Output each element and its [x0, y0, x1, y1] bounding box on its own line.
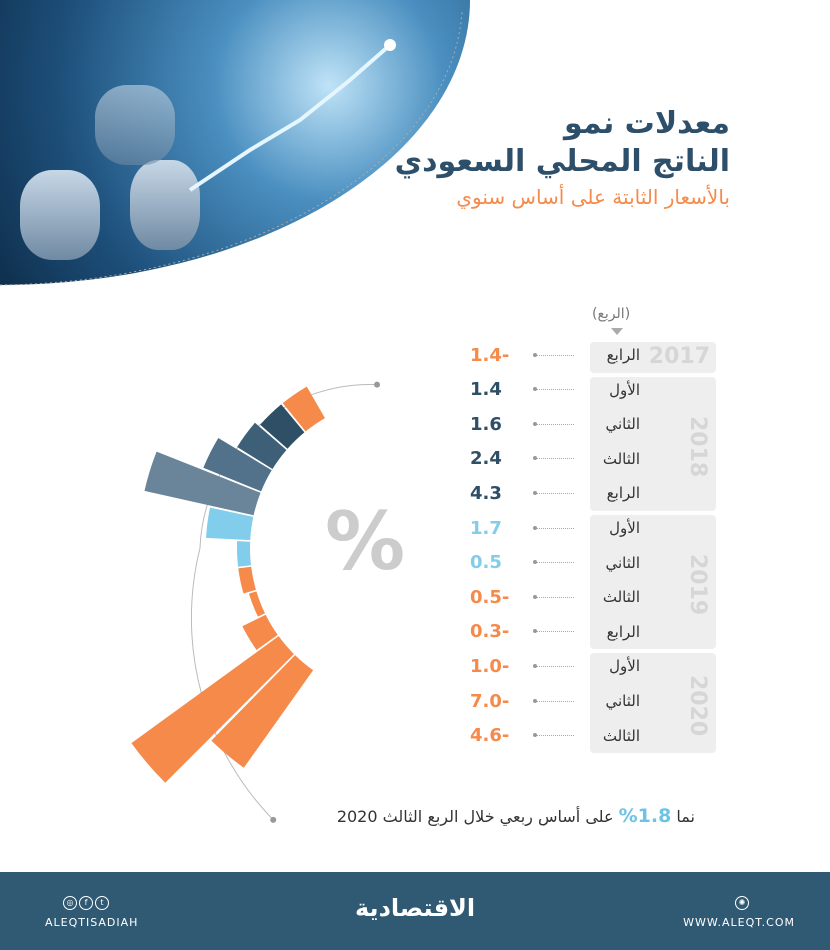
down-arrow-icon [611, 328, 623, 335]
page-title: معدلات نمو الناتج المحلي السعودي [394, 106, 730, 179]
leader-line [533, 490, 574, 495]
leader-line [533, 421, 574, 426]
bar-2019-q9 [248, 591, 265, 617]
bar-2019-q7 [236, 541, 251, 567]
year-group-2020: 2020 [590, 653, 716, 754]
quarter-name: الثالث [602, 588, 640, 607]
website-link[interactable]: WWW.ALEQT.COM [683, 916, 795, 929]
bar-2018-q2 [260, 404, 305, 449]
leader-line [533, 525, 574, 530]
quarter-name: الثاني [605, 692, 640, 710]
logo: الاقتصادية [355, 894, 476, 922]
leader-line [533, 663, 574, 668]
bar-2019-q6 [206, 507, 254, 541]
quarter-row: 1.4- الرابع [470, 340, 640, 370]
growth-value: 2.4 [470, 448, 502, 470]
quarter-row: 4.6- الثالث [470, 721, 640, 751]
growth-value: 1.6 [470, 413, 502, 435]
quarter-row: 0.3- الرابع [470, 617, 640, 647]
bar-2020-q12 [211, 655, 314, 768]
quarter-row: 1.7 الأول [470, 513, 640, 543]
bar-2018-q4 [203, 437, 272, 492]
growth-note: نما 1.8% على أساس ربعي خلال الربع الثالث… [336, 805, 695, 827]
quarter-row: 0.5 الثاني [470, 548, 640, 578]
quarter-row: 7.0- الثاني [470, 686, 640, 716]
year-group-2017: 2017 [590, 342, 716, 373]
leader-line [533, 629, 574, 634]
leader-line [533, 594, 574, 599]
arc-end-dot [374, 381, 381, 388]
quarter-row: 2.4 الثالث [470, 444, 640, 474]
year-group-2018: 2018 [590, 376, 716, 511]
growth-value: 7.0- [470, 690, 510, 712]
quarter-row: 1.4 الأول [470, 375, 640, 405]
quarter-name: الثالث [602, 726, 640, 745]
radial-chart [131, 381, 381, 823]
percent-symbol: % [325, 495, 406, 588]
growth-value: 0.5- [470, 586, 510, 608]
leader-line [533, 352, 574, 357]
hero-image [0, 0, 470, 285]
quarter-row: 1.6 الثاني [470, 409, 640, 439]
bar-2020-q11 [131, 636, 294, 783]
bar-2019-q8 [238, 566, 256, 594]
year-label: 2018 [685, 415, 710, 478]
social-handle[interactable]: ALEQTISADIAH [45, 916, 139, 929]
bar-2017-q1 [282, 386, 325, 432]
growth-value: 1.7 [470, 517, 502, 539]
leader-line [533, 387, 574, 392]
growth-value: 1.4- [470, 344, 510, 366]
year-label: 2019 [685, 554, 710, 616]
quarter-header: (الربع) [592, 306, 631, 322]
quarter-name: الأول [609, 380, 640, 399]
growth-value: 4.3 [470, 482, 502, 504]
quarter-name: الرابع [606, 346, 640, 364]
growth-value: 4.6- [470, 725, 510, 747]
leader-line [533, 560, 574, 565]
year-label: 2020 [685, 675, 710, 737]
quarter-name: الرابع [606, 484, 640, 503]
year-label: 2017 [648, 344, 710, 369]
leader-line [533, 698, 574, 703]
quarter-name: الثالث [602, 449, 640, 468]
quarter-name: الرابع [606, 622, 640, 641]
quarter-row: 4.3 الرابع [470, 478, 640, 508]
year-group-2019: 2019 [590, 515, 716, 650]
quarter-row: 1.0- الأول [470, 651, 640, 681]
bar-2018-q3 [237, 422, 287, 469]
leader-line [533, 733, 574, 738]
twitter-icon[interactable]: t [95, 896, 109, 910]
subtitle: بالأسعار الثابتة على أساس سنوي [456, 185, 730, 209]
globe-icon: ✺ [735, 896, 749, 910]
footer: ◎ f t ALEQTISADIAH الاقتصادية ✺ WWW.ALEQT.… [0, 872, 830, 950]
bar-2020-q10 [242, 614, 278, 650]
growth-value: 0.3- [470, 621, 510, 643]
growth-value: 0.5 [470, 552, 502, 574]
instagram-icon[interactable]: ◎ [63, 896, 77, 910]
bar-2018-q5 [144, 451, 261, 516]
quarter-name: الأول [609, 519, 640, 537]
facebook-icon[interactable]: f [79, 896, 93, 910]
arc-end-dot [270, 816, 277, 823]
quarter-name: الثاني [605, 415, 640, 434]
leader-line [533, 456, 574, 461]
quarter-row: 0.5- الثالث [470, 582, 640, 612]
growth-value: 1.0- [470, 655, 510, 677]
quarter-name: الأول [609, 657, 640, 676]
growth-value: 1.4 [470, 379, 502, 401]
quarter-name: الثاني [605, 553, 640, 572]
